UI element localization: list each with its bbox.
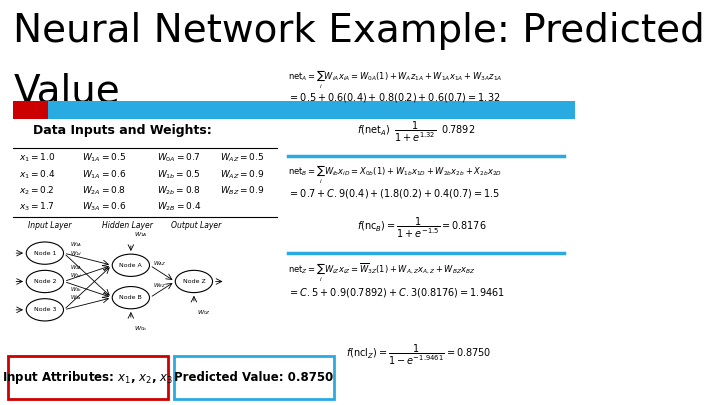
Text: $W_{3a}$: $W_{3a}$: [71, 293, 82, 302]
Text: $W_{AZ} = 0.9$: $W_{AZ} = 0.9$: [220, 168, 264, 181]
Text: Input Layer: Input Layer: [27, 221, 71, 230]
Ellipse shape: [26, 271, 63, 292]
Text: $f(\mathrm{ncl}_Z) = \dfrac{1}{1 - e^{-1.9461}} = 0.8750$: $f(\mathrm{ncl}_Z) = \dfrac{1}{1 - e^{-1…: [346, 342, 491, 367]
Text: $x_2 = 0.2$: $x_2 = 0.2$: [19, 184, 55, 197]
Ellipse shape: [175, 271, 212, 292]
Text: $W_{2b} = 0.8$: $W_{2b} = 0.8$: [157, 184, 200, 197]
Ellipse shape: [112, 254, 150, 276]
Text: $W_{AZ}$: $W_{AZ}$: [153, 259, 166, 268]
Text: $W_{1A}$: $W_{1A}$: [71, 241, 83, 249]
Text: Node Z: Node Z: [183, 279, 205, 284]
Text: $W_{2B} = 0.4$: $W_{2B} = 0.4$: [157, 200, 201, 213]
Text: Node 3: Node 3: [34, 307, 56, 312]
Text: $W_{2A}$: $W_{2A}$: [71, 263, 83, 272]
Text: Predicted Value: 0.8750: Predicted Value: 0.8750: [174, 371, 334, 384]
Text: Neural Network Example: Predicted: Neural Network Example: Predicted: [14, 12, 705, 50]
Text: $W_{AZ} = 0.5$: $W_{AZ} = 0.5$: [220, 152, 264, 164]
Text: Node B: Node B: [120, 295, 143, 300]
Text: $f(\mathrm{net}_A) \;\; \dfrac{1}{1+e^{1.32}} \;\; 0.7892$: $f(\mathrm{net}_A) \;\; \dfrac{1}{1+e^{1…: [357, 119, 476, 144]
FancyBboxPatch shape: [174, 356, 334, 399]
Text: $W_{BZ}$: $W_{BZ}$: [153, 281, 166, 290]
Text: $W_{2A} = 0.8$: $W_{2A} = 0.8$: [82, 184, 126, 197]
Text: Node 1: Node 1: [34, 251, 56, 256]
Text: $x_1 = 0.4$: $x_1 = 0.4$: [19, 168, 55, 181]
Ellipse shape: [26, 299, 63, 321]
Text: $W_{0Z}$: $W_{0Z}$: [197, 308, 211, 317]
Ellipse shape: [112, 287, 150, 309]
Text: Node 2: Node 2: [34, 279, 56, 284]
Text: $= 0.7 + C.9(0.4) + (1.8(0.2) + 0.4(0.7) = 1.5$: $= 0.7 + C.9(0.4) + (1.8(0.2) + 0.4(0.7)…: [289, 187, 500, 200]
Text: $W_{3A} = 0.6$: $W_{3A} = 0.6$: [82, 200, 127, 213]
Text: $W_{2d}$: $W_{2d}$: [71, 271, 83, 280]
Ellipse shape: [26, 242, 63, 264]
Text: $\mathrm{net}_B = \sum_i W_{ib}x_{iD} = X_{0b}(1) + W_{1b}x_{1D} + W_{2b}x_{2b} : $\mathrm{net}_B = \sum_i W_{ib}x_{iD} = …: [289, 164, 503, 186]
Text: $W_{BZ} = 0.9$: $W_{BZ} = 0.9$: [220, 184, 264, 197]
Text: Data Inputs and Weights:: Data Inputs and Weights:: [33, 124, 212, 136]
Text: Value: Value: [14, 73, 120, 111]
FancyBboxPatch shape: [48, 101, 575, 119]
Text: $\mathrm{net}_A = \sum_i W_{iA}x_{iA} = W_{0A}(1) + W_{A}z_{1A} + W_{1A}x_{1A} +: $\mathrm{net}_A = \sum_i W_{iA}x_{iA} = …: [289, 69, 503, 91]
Text: $= 0.5 + 0.6(0.4) + 0.8(0.2) + 0.6(0.7) = 1.32$: $= 0.5 + 0.6(0.4) + 0.8(0.2) + 0.6(0.7) …: [289, 91, 501, 104]
Text: $W_{1A} = 0.6$: $W_{1A} = 0.6$: [82, 168, 127, 181]
Text: $W_{3b}$: $W_{3b}$: [71, 285, 83, 294]
Text: $x_1 = 1.0$: $x_1 = 1.0$: [19, 152, 55, 164]
Text: $W_{1A} = 0.5$: $W_{1A} = 0.5$: [82, 152, 126, 164]
Text: $W_{1b} = 0.5$: $W_{1b} = 0.5$: [157, 168, 200, 181]
Text: $\mathrm{net}_Z = \sum_i W_{iZ}x_{iZ} = \overline{W}_{3Z}(1) + W_{A,Z}x_{A,Z} + : $\mathrm{net}_Z = \sum_i W_{iZ}x_{iZ} = …: [289, 261, 476, 284]
Text: $f(\mathrm{nc}_B) = \dfrac{1}{1 + e^{-1.5}} = 0.8176$: $f(\mathrm{nc}_B) = \dfrac{1}{1 + e^{-1.…: [357, 215, 487, 240]
Text: $W_{0b}$: $W_{0b}$: [134, 324, 148, 333]
Text: Hidden Layer: Hidden Layer: [102, 221, 153, 230]
Text: $W_{0A} = 0.7$: $W_{0A} = 0.7$: [157, 152, 200, 164]
Text: $= C.5 + 0.9(0.7892) + C.3(0.8176) = 1.9461$: $= C.5 + 0.9(0.7892) + C.3(0.8176) = 1.9…: [289, 286, 505, 298]
Text: Output Layer: Output Layer: [171, 221, 221, 230]
Text: $x_3 = 1.7$: $x_3 = 1.7$: [19, 200, 55, 213]
Text: $W_{1A}$: $W_{1A}$: [134, 230, 148, 239]
Text: Node A: Node A: [120, 263, 143, 268]
Text: Input Attributes: $x_1$, $x_2$, $x_3$: Input Attributes: $x_1$, $x_2$, $x_3$: [2, 369, 174, 386]
FancyBboxPatch shape: [14, 101, 48, 119]
FancyBboxPatch shape: [8, 356, 168, 399]
Text: $W_{1d}$: $W_{1d}$: [71, 249, 83, 258]
